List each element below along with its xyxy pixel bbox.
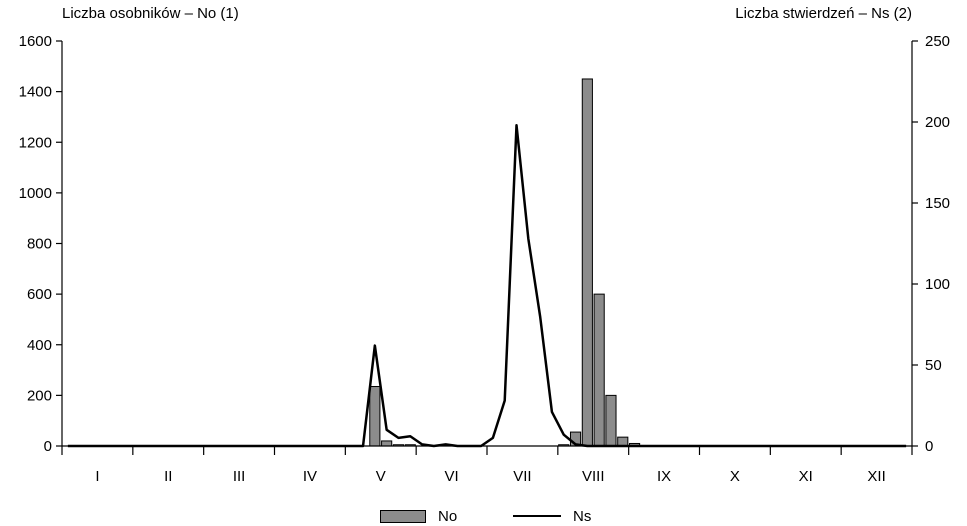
legend-item-ns: Ns xyxy=(513,506,591,526)
x-axis-tick-label: X xyxy=(730,468,740,485)
right-axis-tick-label: 150 xyxy=(925,195,950,212)
x-axis-tick-label: VIII xyxy=(582,468,605,485)
x-axis-tick-label: VI xyxy=(444,468,458,485)
legend-item-no: No xyxy=(380,506,457,526)
legend-label-ns: Ns xyxy=(573,507,592,525)
x-axis-tick-label: III xyxy=(233,468,246,485)
x-axis-tick-label: IV xyxy=(303,468,317,485)
right-axis-tick-label: 50 xyxy=(925,357,942,374)
legend-swatch-no xyxy=(380,509,426,523)
right-axis-tick-label: 250 xyxy=(925,33,950,50)
x-axis-tick-label: VII xyxy=(513,468,531,485)
bar-no xyxy=(593,293,605,447)
left-axis-tick-label: 1400 xyxy=(19,84,52,101)
bar-no xyxy=(581,78,593,447)
bar-no xyxy=(617,436,629,447)
bar-no xyxy=(381,440,393,447)
bar-no xyxy=(605,394,617,447)
legend-label-no: No xyxy=(438,507,458,525)
x-axis-tick-label: I xyxy=(95,468,99,485)
left-axis-tick-label: 800 xyxy=(27,236,52,253)
left-axis-tick-label: 600 xyxy=(27,286,52,303)
left-axis-tick-label: 1000 xyxy=(19,185,52,202)
legend-swatch-ns xyxy=(513,515,561,517)
left-axis-tick-label: 400 xyxy=(27,337,52,354)
right-axis-title: Liczba stwierdzeń – Ns (2) xyxy=(735,5,912,22)
x-axis-tick-label: IX xyxy=(657,468,671,485)
left-axis-tick-label: 1600 xyxy=(19,33,52,50)
x-axis-tick-label: XII xyxy=(867,468,885,485)
bar-no xyxy=(369,386,381,447)
chart-canvas: 0 200 400 600 800 1000 1200 1400 1600 0 50 100 150 20… xyxy=(19,33,950,485)
right-axis-tick-label: 100 xyxy=(925,276,950,293)
left-axis-title: Liczba osobników – No (1) xyxy=(62,5,239,22)
axes: 0 200 400 600 800 1000 1200 1400 1600 0 50 100 150 20… xyxy=(19,33,950,485)
legend: No Ns xyxy=(0,506,967,526)
line-series-ns xyxy=(67,123,907,448)
left-axis-tick-label: 1200 xyxy=(19,134,52,151)
left-axis-tick-label: 200 xyxy=(27,387,52,404)
right-axis-tick-label: 200 xyxy=(925,114,950,131)
left-axis-tick-label: 0 xyxy=(44,438,52,455)
x-axis-tick-label: XI xyxy=(799,468,813,485)
right-axis-tick-label: 0 xyxy=(925,438,933,455)
x-axis-tick-label: V xyxy=(376,468,386,485)
x-axis-tick-label: II xyxy=(164,468,172,485)
